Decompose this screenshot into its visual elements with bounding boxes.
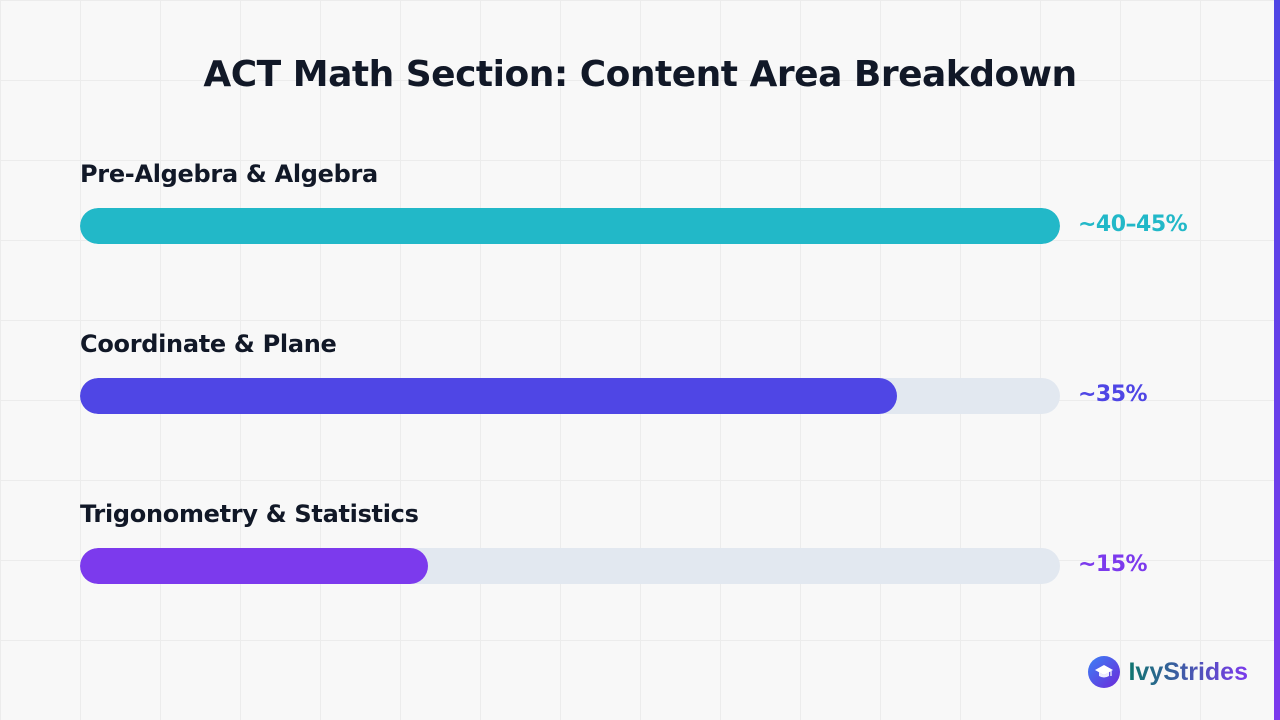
bar-track xyxy=(80,548,1060,584)
graduation-cap-icon xyxy=(1088,656,1121,688)
bar-row: Pre-Algebra & Algebra ~40–45% xyxy=(80,160,1200,270)
value-label: ~35% xyxy=(1078,382,1148,407)
brand-name: IvyStrides xyxy=(1128,657,1248,686)
category-label: Trigonometry & Statistics xyxy=(80,500,419,528)
accent-stripe xyxy=(1274,0,1280,720)
brand-logo-lockup: IvyStrides xyxy=(1088,656,1248,688)
bar-fill xyxy=(80,208,1060,244)
value-label: ~40–45% xyxy=(1078,212,1188,237)
bar-track xyxy=(80,208,1060,244)
bar-row: Coordinate & Plane ~35% xyxy=(80,330,1200,440)
bar-track xyxy=(80,378,1060,414)
bar-fill xyxy=(80,378,897,414)
bar-fill xyxy=(80,548,428,584)
category-label: Pre-Algebra & Algebra xyxy=(80,160,378,188)
value-label: ~15% xyxy=(1078,552,1148,577)
category-label: Coordinate & Plane xyxy=(80,330,337,358)
bar-row: Trigonometry & Statistics ~15% xyxy=(80,500,1200,610)
chart-title: ACT Math Section: Content Area Breakdown xyxy=(203,54,1077,96)
